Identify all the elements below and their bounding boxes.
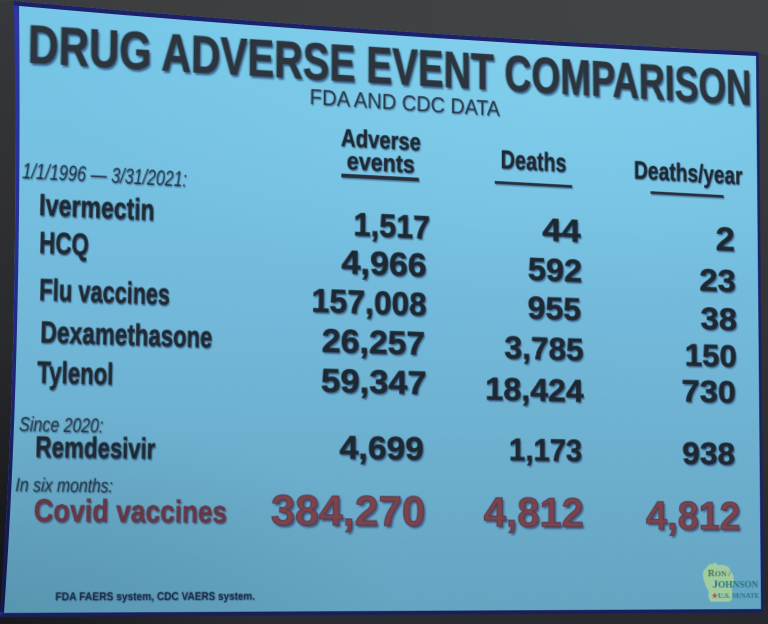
svg-text:RON /: RON /	[708, 568, 732, 579]
svg-text:★U.S. SENATE: ★U.S. SENATE	[712, 592, 760, 600]
svg-text:JOHNSON: JOHNSON	[712, 578, 758, 591]
